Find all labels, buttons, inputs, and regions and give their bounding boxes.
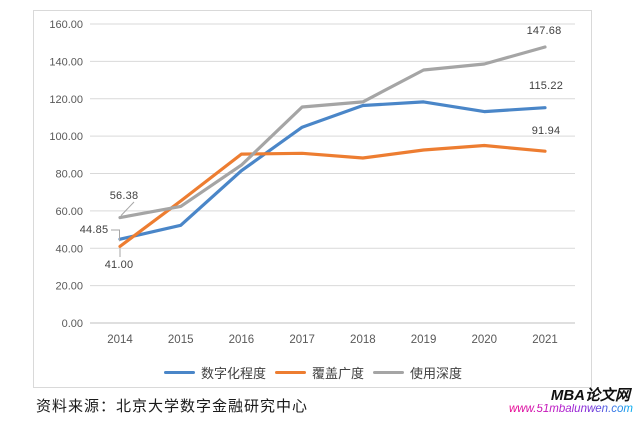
leader-line-depth-2014 bbox=[120, 201, 135, 216]
leader-line-digit-2014 bbox=[111, 229, 120, 242]
y-tick-label: 20.00 bbox=[55, 281, 83, 293]
chart-border-box bbox=[33, 10, 592, 388]
legend-label: 数字化程度 bbox=[200, 365, 266, 381]
legend-line-swatch-orange bbox=[274, 370, 306, 374]
x-tick-label: 2014 bbox=[107, 334, 133, 346]
y-tick-label: 160.00 bbox=[49, 19, 83, 31]
x-tick-label: 2016 bbox=[229, 334, 255, 346]
series-line-0 bbox=[118, 100, 547, 241]
data-label-depth-2014: 56.38 bbox=[109, 190, 139, 202]
legend-line-swatch-gray bbox=[373, 370, 404, 374]
series-line-1 bbox=[118, 143, 547, 248]
legend-line-swatch-blue bbox=[163, 370, 195, 374]
x-tick-label: 2015 bbox=[168, 334, 194, 346]
y-tick-label: 40.00 bbox=[55, 243, 83, 255]
data-label-breadth-2021: 91.94 bbox=[531, 125, 561, 137]
data-label-depth-2021: 147.68 bbox=[526, 25, 562, 37]
y-tick-label: 80.00 bbox=[55, 169, 83, 181]
source-caption: 资料来源：北京大学数字金融研究中心 bbox=[36, 399, 309, 415]
legend-label: 使用深度 bbox=[410, 365, 463, 381]
x-tick-label: 2019 bbox=[411, 334, 437, 346]
x-tick-label: 2017 bbox=[289, 334, 315, 346]
series-line-2 bbox=[118, 45, 547, 220]
x-tick-label: 2021 bbox=[532, 334, 558, 346]
data-label-digit-2014: 44.85 bbox=[79, 224, 109, 236]
y-tick-label: 0.00 bbox=[62, 318, 83, 330]
legend-item-usage-depth: 使用深度 bbox=[373, 363, 462, 382]
data-label-digit-2021: 115.22 bbox=[528, 80, 564, 92]
legend-item-digitization: 数字化程度 bbox=[163, 363, 266, 382]
data-label-breadth-2014: 41.00 bbox=[104, 259, 134, 271]
y-tick-label: 120.00 bbox=[49, 94, 83, 106]
y-tick-label: 140.00 bbox=[49, 56, 83, 68]
x-tick-label: 2020 bbox=[471, 334, 497, 346]
y-tick-label: 100.00 bbox=[49, 131, 83, 143]
legend-item-coverage-breadth: 覆盖广度 bbox=[274, 363, 364, 382]
watermark-site-name: MBA论文网 bbox=[550, 387, 630, 404]
chart-legend: 数字化程度 覆盖广度 使用深度 bbox=[33, 363, 593, 381]
y-tick-label: 60.00 bbox=[55, 206, 83, 218]
legend-label: 覆盖广度 bbox=[311, 365, 364, 381]
x-tick-label: 2018 bbox=[350, 334, 376, 346]
watermark-url-link[interactable]: www.51mbalunwen.com bbox=[508, 403, 633, 415]
